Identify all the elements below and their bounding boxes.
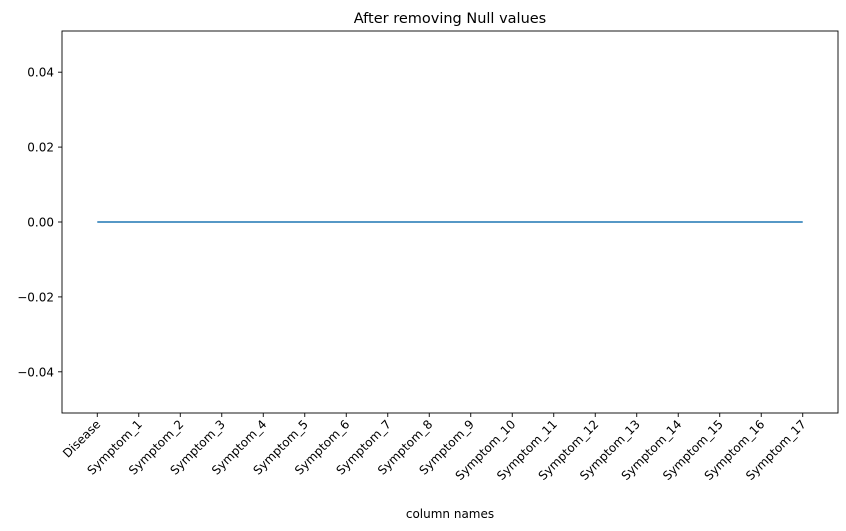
- y-tick-label: −0.02: [17, 290, 54, 304]
- chart-title: After removing Null values: [354, 11, 546, 27]
- y-axis: −0.04 −0.02 0.00 0.02 0.04: [17, 66, 62, 379]
- y-tick-label: 0.00: [27, 216, 54, 230]
- y-tick-label: 0.02: [27, 141, 54, 155]
- y-tick-label: 0.04: [27, 66, 54, 80]
- y-tick-label: −0.04: [17, 365, 54, 379]
- x-axis: DiseaseSymptom_1Symptom_2Symptom_3Sympto…: [60, 413, 809, 483]
- plot-area: [61, 30, 839, 414]
- x-axis-label: column names: [406, 507, 494, 521]
